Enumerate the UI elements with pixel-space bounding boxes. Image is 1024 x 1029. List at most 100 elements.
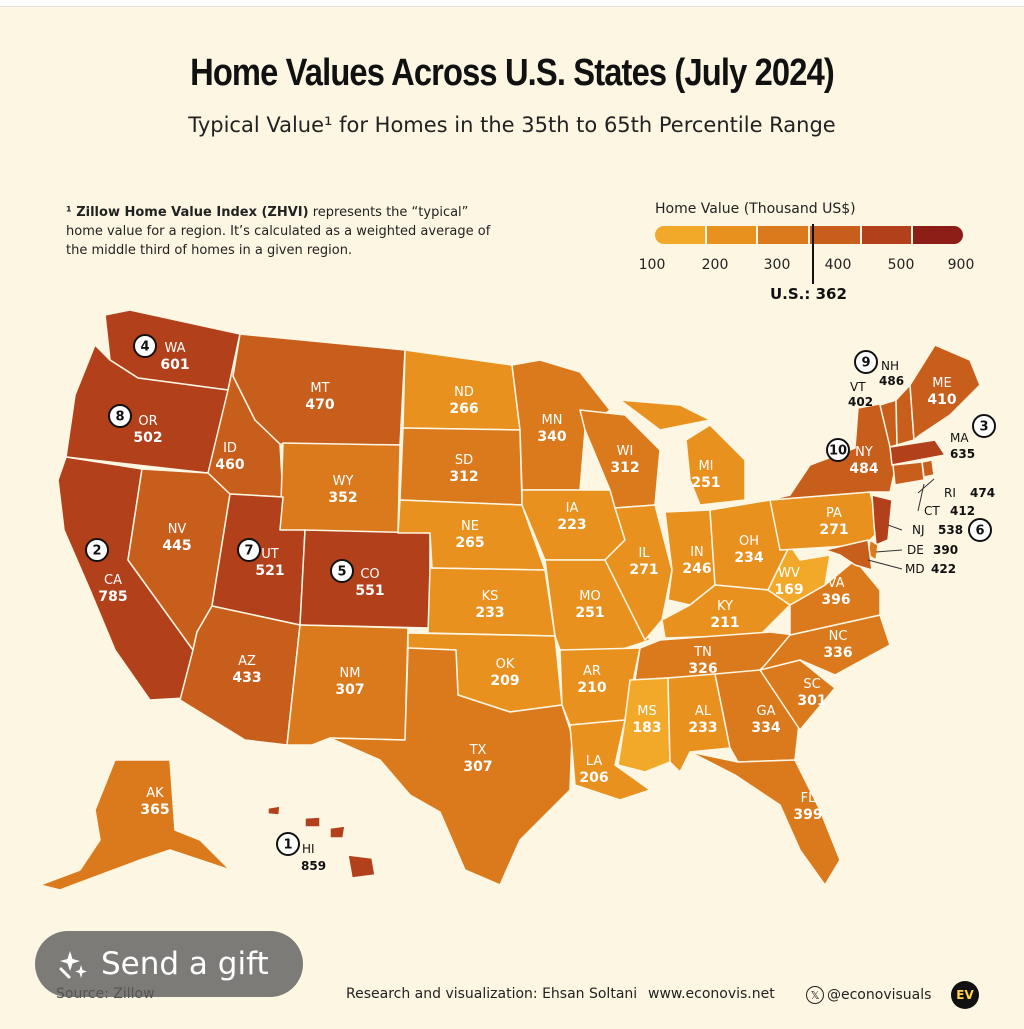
legend-tick-label: 200 — [701, 257, 729, 273]
send-gift-button[interactable]: Send a gift — [35, 931, 303, 997]
state-abbr: CA — [104, 573, 122, 588]
state-value: 433 — [232, 670, 261, 686]
color-legend — [655, 226, 963, 244]
rank-badge-ma — [972, 414, 996, 438]
state-value: 859 — [301, 859, 326, 873]
rank-number: 9 — [861, 356, 870, 371]
state-abbr: LA — [586, 754, 603, 769]
footnote-term: ¹ Zillow Home Value Index (ZHVI) — [66, 205, 309, 220]
rank-badge-hi — [276, 832, 300, 856]
state-nj — [871, 494, 893, 546]
state-value: 271 — [819, 522, 848, 538]
state-value: 390 — [933, 543, 958, 557]
state-md — [824, 539, 873, 571]
state-abbr: NY — [855, 445, 873, 460]
state-value: 635 — [950, 447, 975, 461]
state-value: 460 — [215, 457, 244, 473]
state-abbr: MA — [950, 431, 969, 445]
state-value: 301 — [797, 693, 826, 709]
state-value: 209 — [490, 673, 519, 689]
state-value: 396 — [821, 592, 850, 608]
state-abbr: WA — [164, 341, 185, 356]
state-value: 307 — [335, 682, 364, 698]
state-abbr: AL — [695, 704, 712, 719]
state-tx — [329, 647, 573, 886]
state-value: 538 — [938, 523, 963, 537]
state-abbr: PA — [826, 506, 842, 521]
state-value: 169 — [774, 582, 803, 598]
state-abbr: WY — [333, 474, 354, 489]
state-abbr: OR — [138, 414, 157, 429]
state-abbr: OK — [496, 657, 515, 672]
author-credit: Research and visualization: Ehsan Soltan… — [346, 986, 638, 1002]
state-value: 266 — [449, 401, 478, 417]
state-hi — [267, 805, 376, 879]
econovis-logo: EV — [951, 981, 979, 1009]
website-link[interactable]: www.econovis.net — [648, 986, 775, 1002]
state-value: 210 — [577, 680, 606, 696]
state-value: 486 — [879, 374, 904, 388]
state-value: 484 — [849, 461, 878, 477]
state-value: 412 — [950, 504, 975, 518]
state-abbr: ID — [223, 441, 237, 456]
state-ak — [39, 759, 231, 891]
rank-badge-ny — [826, 438, 850, 462]
leader-line — [917, 483, 925, 512]
legend-tick-label: 900 — [947, 257, 975, 273]
page-subtitle: Typical Value¹ for Homes in the 35th to … — [188, 113, 836, 137]
rank-badge-nh — [854, 350, 878, 374]
state-abbr: TX — [469, 743, 487, 758]
rank-number: 1 — [283, 838, 292, 853]
state-abbr: WV — [778, 566, 800, 581]
state-abbr: RI — [944, 486, 956, 500]
social-handle-text: @econovisuals — [827, 987, 932, 1003]
state-value: 223 — [557, 517, 586, 533]
rank-badge-nj — [968, 518, 992, 542]
state-value: 234 — [734, 550, 763, 566]
state-abbr: GA — [757, 704, 776, 719]
state-value: 410 — [927, 392, 956, 408]
leader-line — [887, 524, 903, 531]
state-abbr: MN — [542, 413, 563, 428]
state-il — [604, 504, 673, 641]
legend-segment — [758, 226, 811, 244]
state-value: 340 — [537, 429, 566, 445]
state-value: 422 — [931, 562, 956, 576]
leader-line — [867, 559, 903, 570]
gift-sparkle-icon — [55, 946, 91, 982]
social-handle[interactable]: 𝕏 @econovisuals — [806, 986, 931, 1004]
state-abbr: CO — [360, 567, 379, 582]
state-abbr: MI — [698, 459, 713, 474]
state-value: 271 — [629, 562, 658, 578]
state-abbr: TN — [693, 645, 712, 660]
state-value: 265 — [455, 535, 484, 551]
state-value: 251 — [575, 605, 604, 621]
state-value: 521 — [255, 563, 284, 579]
state-abbr: UT — [261, 547, 279, 562]
state-ct — [892, 461, 925, 486]
rank-number: 6 — [975, 524, 984, 539]
state-fl — [689, 751, 841, 886]
footnote-text: represents the “typical” home value for … — [66, 205, 491, 258]
state-abbr: MS — [637, 704, 656, 719]
footnote: ¹ Zillow Home Value Index (ZHVI) represe… — [66, 203, 506, 260]
state-value: 470 — [305, 397, 334, 413]
state-ma — [889, 439, 946, 466]
rank-badge-or — [108, 404, 132, 428]
state-value: 352 — [328, 490, 357, 506]
legend-tick-label: 100 — [638, 257, 666, 273]
state-value: 336 — [823, 645, 852, 661]
rank-number: 10 — [829, 444, 847, 459]
state-abbr: VT — [850, 380, 866, 394]
state-abbr: KS — [482, 589, 499, 604]
rank-number: 2 — [92, 544, 101, 559]
state-value: 399 — [793, 807, 822, 823]
legend-title: Home Value (Thousand US$) — [655, 201, 856, 217]
state-value: 445 — [162, 538, 191, 554]
legend-tick-label: 400 — [824, 257, 852, 273]
state-abbr: NE — [461, 519, 479, 534]
state-abbr: NH — [881, 359, 899, 373]
state-abbr: ND — [454, 385, 474, 400]
